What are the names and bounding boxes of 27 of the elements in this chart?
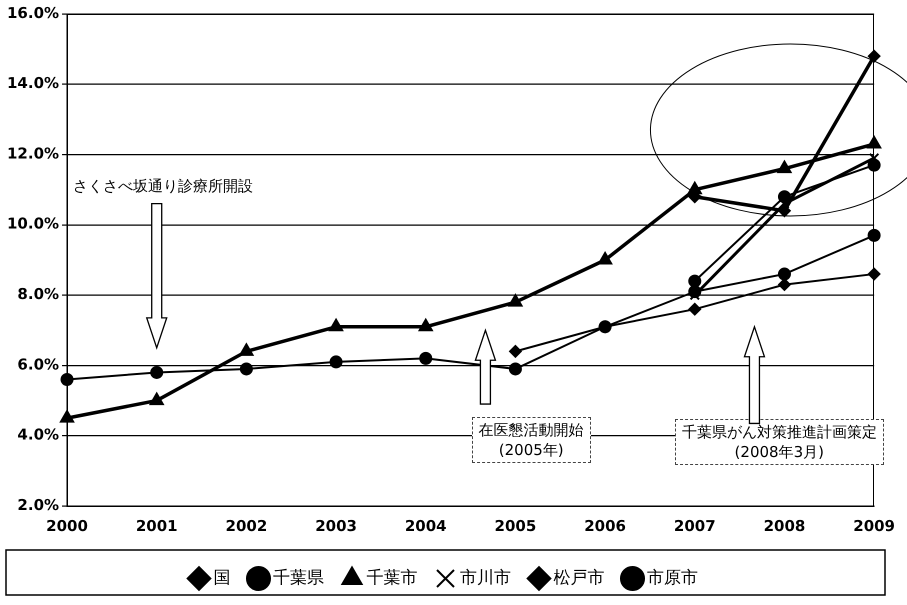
annotation: さくさべ坂通り診療所開設 (73, 176, 254, 196)
y-tick-label: 2.0% (17, 496, 60, 514)
annotation: 在医懇活動開始 (2005年) (472, 417, 591, 464)
x-tick-label: 2001 (136, 516, 178, 535)
legend-label: 松戸市 (554, 568, 604, 588)
legend-label: 市川市 (460, 568, 511, 588)
legend-label: 千葉県 (273, 568, 324, 588)
y-tick-label: 4.0% (17, 426, 60, 444)
x-tick-label: 2002 (226, 516, 268, 535)
legend-label: 国 (214, 568, 230, 588)
y-tick-label: 16.0% (6, 4, 60, 22)
y-tick-label: 12.0% (6, 144, 60, 162)
y-tick-label: 10.0% (6, 214, 60, 233)
x-tick-label: 2006 (584, 516, 626, 535)
y-tick-label: 6.0% (17, 355, 60, 374)
x-tick-label: 2003 (315, 516, 357, 535)
x-tick-label: 2007 (674, 516, 716, 535)
annotation: 千葉県がん対策推進計画策定 (2008年3月) (674, 418, 884, 465)
legend-label: 市原市 (647, 568, 698, 588)
y-tick-label: 14.0% (6, 74, 60, 92)
x-tick-label: 2000 (46, 516, 88, 535)
x-tick-label: 2004 (404, 516, 447, 535)
x-tick-label: 2005 (494, 516, 536, 535)
x-tick-label: 2008 (764, 516, 806, 535)
legend-label: 千葉市 (366, 568, 418, 588)
y-tick-label: 8.0% (17, 285, 60, 304)
x-tick-label: 2009 (853, 516, 895, 535)
